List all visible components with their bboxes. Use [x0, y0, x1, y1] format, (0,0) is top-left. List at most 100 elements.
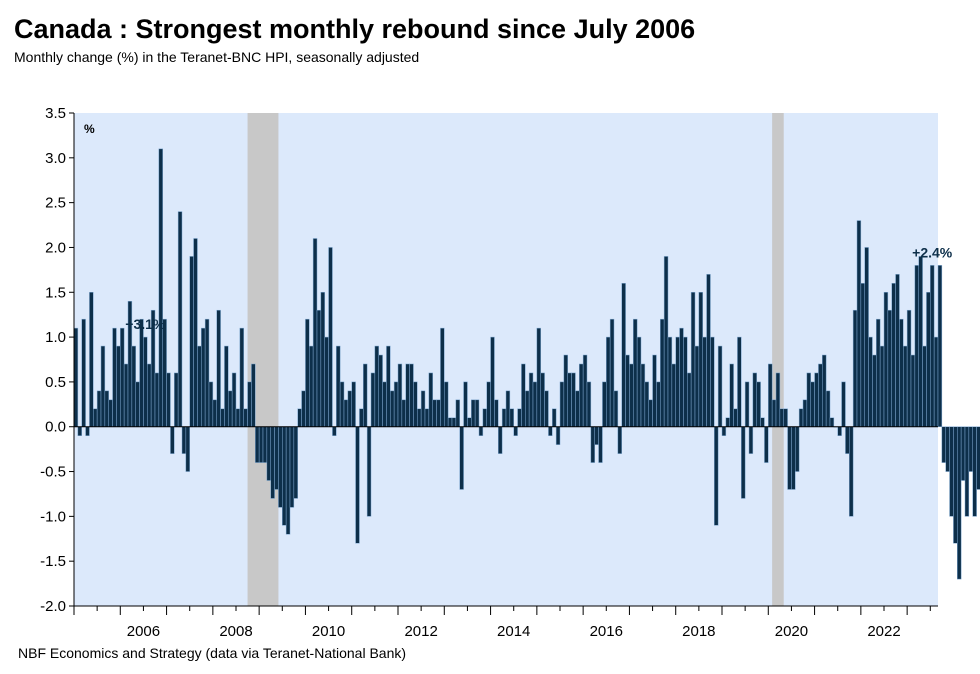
y-tick-label: -1.0: [40, 508, 66, 525]
bar: [316, 309, 322, 427]
recession-band: [772, 113, 784, 606]
chart-title: Canada : Strongest monthly rebound since…: [14, 14, 696, 44]
bar: [652, 354, 657, 427]
bar: [501, 408, 507, 427]
bar: [752, 372, 757, 427]
chart-subtitle: Monthly change (%) in the Teranet-BNC HP…: [14, 49, 420, 65]
bar: [521, 363, 526, 427]
bar: [282, 426, 287, 526]
bar: [239, 327, 244, 427]
bar: [667, 336, 673, 427]
y-tick-label: 0.5: [45, 374, 66, 391]
bar: [147, 363, 152, 427]
bar: [845, 426, 850, 454]
bar: [906, 309, 912, 427]
annotation-label: +3.1%: [125, 316, 166, 332]
bar: [386, 345, 391, 427]
bar: [972, 426, 977, 517]
bar: [764, 426, 769, 463]
bar: [77, 426, 82, 436]
bar: [582, 354, 588, 427]
bar: [166, 372, 171, 427]
bar: [964, 426, 970, 517]
bar: [945, 426, 950, 472]
bar: [289, 426, 295, 508]
x-tick-label: 2012: [404, 623, 437, 640]
bar: [733, 408, 738, 427]
bar: [374, 345, 379, 427]
bar: [625, 354, 630, 427]
bar: [771, 399, 777, 427]
bar: [594, 426, 599, 445]
bar: [116, 345, 121, 427]
bar: [536, 327, 541, 427]
bar: [104, 390, 109, 427]
chart-svg: 3.5 3.0 2.5 2.0 1.5 1.0 0.5 0.0 -0.5 -1.0 -1.5 -2.0…: [40, 105, 980, 640]
bar: [471, 399, 476, 427]
bar: [436, 399, 441, 427]
bar: [428, 372, 433, 427]
y-tick-label: 3.5: [45, 105, 66, 122]
bar: [455, 399, 460, 427]
bar: [694, 345, 700, 427]
bar: [401, 399, 406, 427]
bar: [528, 372, 534, 427]
bar: [474, 399, 480, 427]
bar: [270, 426, 275, 499]
bar: [201, 327, 206, 427]
bar: [96, 390, 102, 427]
bar: [899, 318, 904, 427]
bar: [312, 238, 318, 427]
bar: [957, 426, 962, 580]
bar: [131, 345, 136, 427]
bar: [393, 381, 399, 427]
bar: [235, 408, 241, 427]
bar: [332, 426, 337, 436]
bar: [89, 292, 94, 427]
bar: [336, 345, 341, 427]
bar: [220, 408, 225, 427]
bar: [629, 363, 634, 427]
bar: [366, 426, 372, 517]
bar: [189, 256, 194, 427]
bar: [575, 390, 580, 427]
x-tick-label: 2020: [775, 623, 808, 640]
bar: [274, 426, 279, 490]
bar: [162, 318, 167, 427]
bar: [262, 426, 268, 463]
bar: [822, 354, 827, 427]
bar: [478, 426, 484, 436]
bar: [586, 381, 592, 427]
bar: [891, 283, 896, 427]
bar: [760, 417, 765, 427]
bar: [737, 336, 742, 427]
bar: [876, 318, 881, 427]
bar: [544, 390, 549, 427]
bar: [949, 426, 954, 517]
bar: [212, 399, 217, 427]
bar: [413, 381, 418, 427]
bar: [343, 399, 349, 427]
bar: [648, 399, 653, 427]
bar: [513, 426, 518, 436]
bar: [567, 372, 572, 427]
bar: [297, 408, 302, 427]
bar: [409, 363, 414, 427]
bar: [355, 426, 360, 544]
bar: [725, 417, 730, 427]
x-tick-label: 2016: [590, 623, 623, 640]
y-tick-label: 2.5: [45, 195, 66, 212]
bar: [702, 336, 707, 427]
bar: [814, 372, 819, 427]
bar: [756, 381, 761, 427]
bar: [397, 363, 403, 427]
bar: [112, 327, 117, 427]
bar: [204, 318, 210, 427]
bar: [590, 426, 595, 463]
bar: [216, 309, 221, 427]
bar: [498, 426, 503, 454]
bar: [243, 408, 248, 427]
bar: [795, 426, 800, 472]
y-tick-label: -0.5: [40, 464, 66, 481]
bar: [968, 426, 973, 472]
